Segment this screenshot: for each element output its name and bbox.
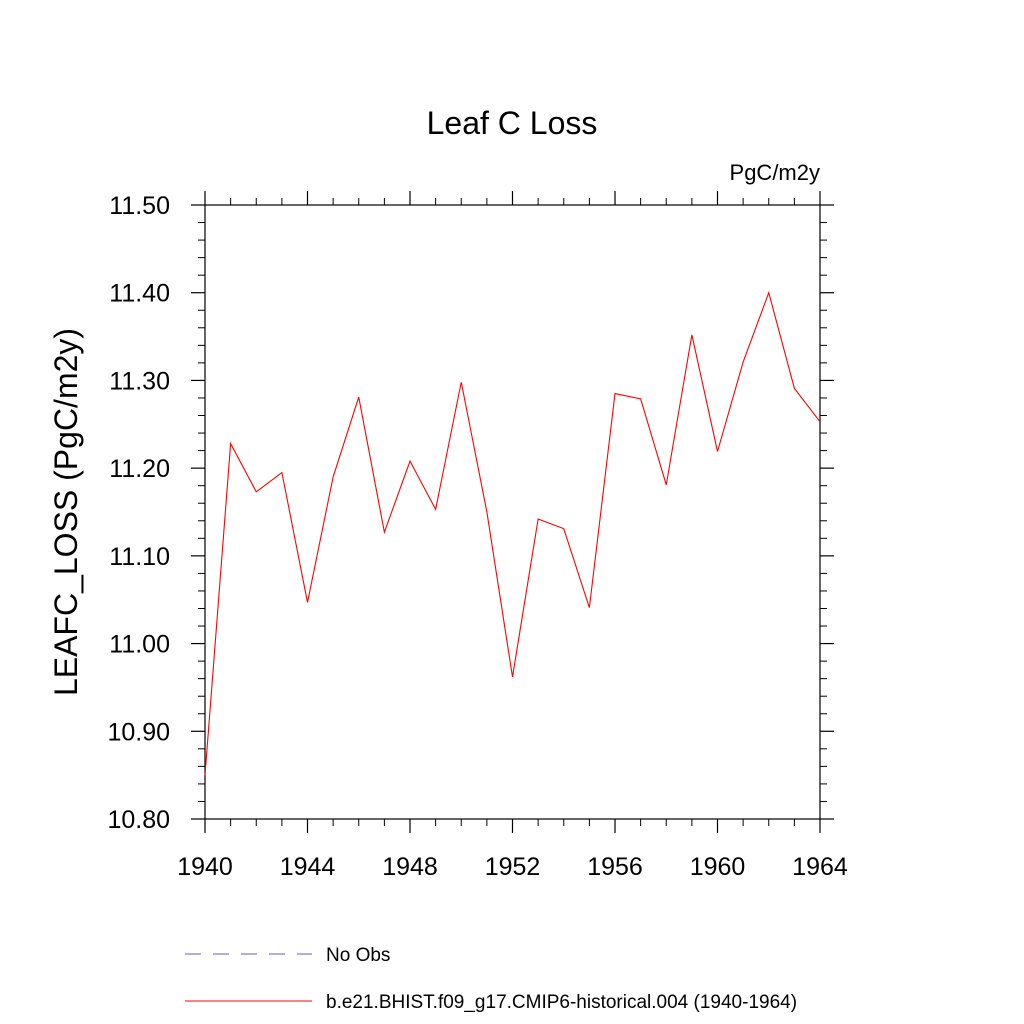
- y-tick-label: 10.80: [107, 806, 170, 834]
- x-tick-label: 1952: [485, 853, 541, 881]
- series-group: [204, 290, 821, 776]
- y-tick-labels: 10.80 10.90 11.00 11.10 11.20 11.30 11.40 11.50: [107, 192, 170, 834]
- units-label: PgC/m2y: [730, 160, 820, 185]
- legend: No Obs b.e21.BHIST.f09_g17.CMIP6-historic…: [185, 945, 797, 1013]
- x-tick-label: 1944: [280, 853, 336, 881]
- x-tick-label: 1940: [177, 853, 233, 881]
- x-tick-label: 1960: [690, 853, 746, 881]
- series-line-0: [204, 290, 821, 776]
- plot-frame: [204, 204, 821, 820]
- y-tick-label: 10.90: [107, 718, 170, 746]
- legend-label: b.e21.BHIST.f09_g17.CMIP6-historical.004…: [326, 992, 797, 1013]
- x-tick-label: 1964: [792, 853, 848, 881]
- y-axis-label: LEAFC_LOSS (PgC/m2y): [48, 328, 84, 696]
- x-tick-label: 1956: [587, 853, 643, 881]
- y-tick-label: 11.00: [109, 631, 170, 659]
- y-tick-label: 11.10: [109, 543, 170, 571]
- y-tick-label: 11.30: [109, 367, 170, 395]
- y-tick-label: 11.20: [109, 455, 170, 483]
- axis-ticks: [191, 191, 834, 833]
- y-tick-label: 11.40: [109, 280, 170, 308]
- x-tick-labels: 1940 1944 1948 1952 1956 1960 1964: [177, 853, 848, 881]
- chart-title: Leaf C Loss: [427, 105, 598, 141]
- y-tick-label: 11.50: [109, 192, 170, 220]
- legend-label: No Obs: [326, 945, 390, 966]
- x-tick-label: 1948: [382, 853, 438, 881]
